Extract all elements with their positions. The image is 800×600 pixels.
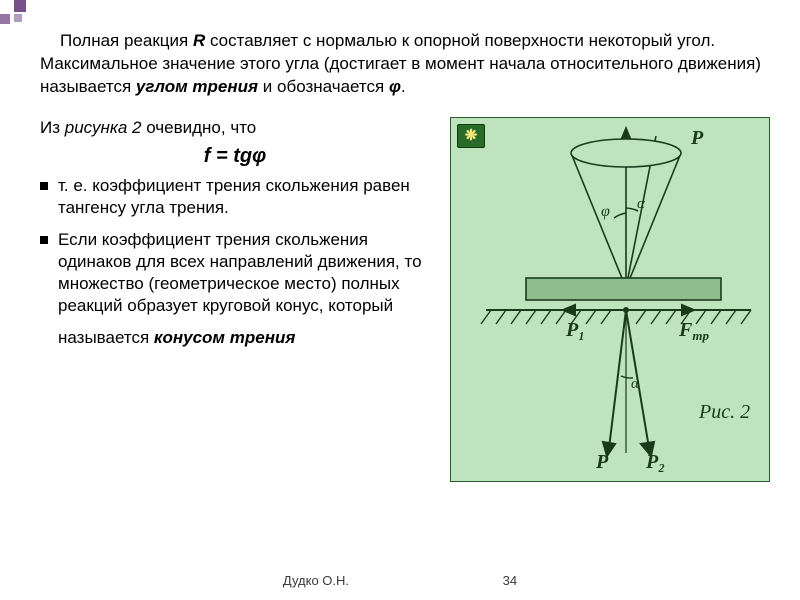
- footer-author: Дудко О.Н.: [283, 573, 349, 588]
- formula: f = tgφ: [40, 143, 430, 169]
- figure-2: ❋: [450, 117, 770, 482]
- friction-cone-svg: P φ α: [451, 118, 771, 483]
- label-P-top: P: [690, 127, 704, 149]
- bullet-2: Если коэффициент трения скольжения одина…: [40, 229, 430, 317]
- footer-page: 34: [503, 573, 517, 588]
- lead-line: Из рисунка 2 очевидно, что: [40, 117, 430, 139]
- label-alpha2: α: [631, 376, 640, 392]
- slide-footer: Дудко О.Н. 34: [0, 573, 800, 588]
- intro-paragraph: Полная реакция R составляет с нормалью к…: [40, 30, 770, 99]
- label-P2: P₂: [645, 451, 665, 473]
- label-phi: φ: [601, 203, 610, 220]
- wheat-logo-icon: ❋: [457, 124, 485, 148]
- text-column: Из рисунка 2 очевидно, что f = tgφ т. е.…: [40, 117, 430, 482]
- cone-line: называется конусом трения: [40, 327, 430, 349]
- corner-decoration: [0, 0, 28, 28]
- label-P1: P₁: [565, 319, 585, 341]
- figure-caption: Рис. 2: [698, 401, 750, 423]
- label-P-bottom: P: [595, 451, 609, 473]
- bullet-1: т. е. коэффициент трения скольжения раве…: [40, 175, 430, 219]
- svg-text:Fтр: Fтр: [678, 319, 709, 343]
- label-alpha1: α: [637, 196, 646, 212]
